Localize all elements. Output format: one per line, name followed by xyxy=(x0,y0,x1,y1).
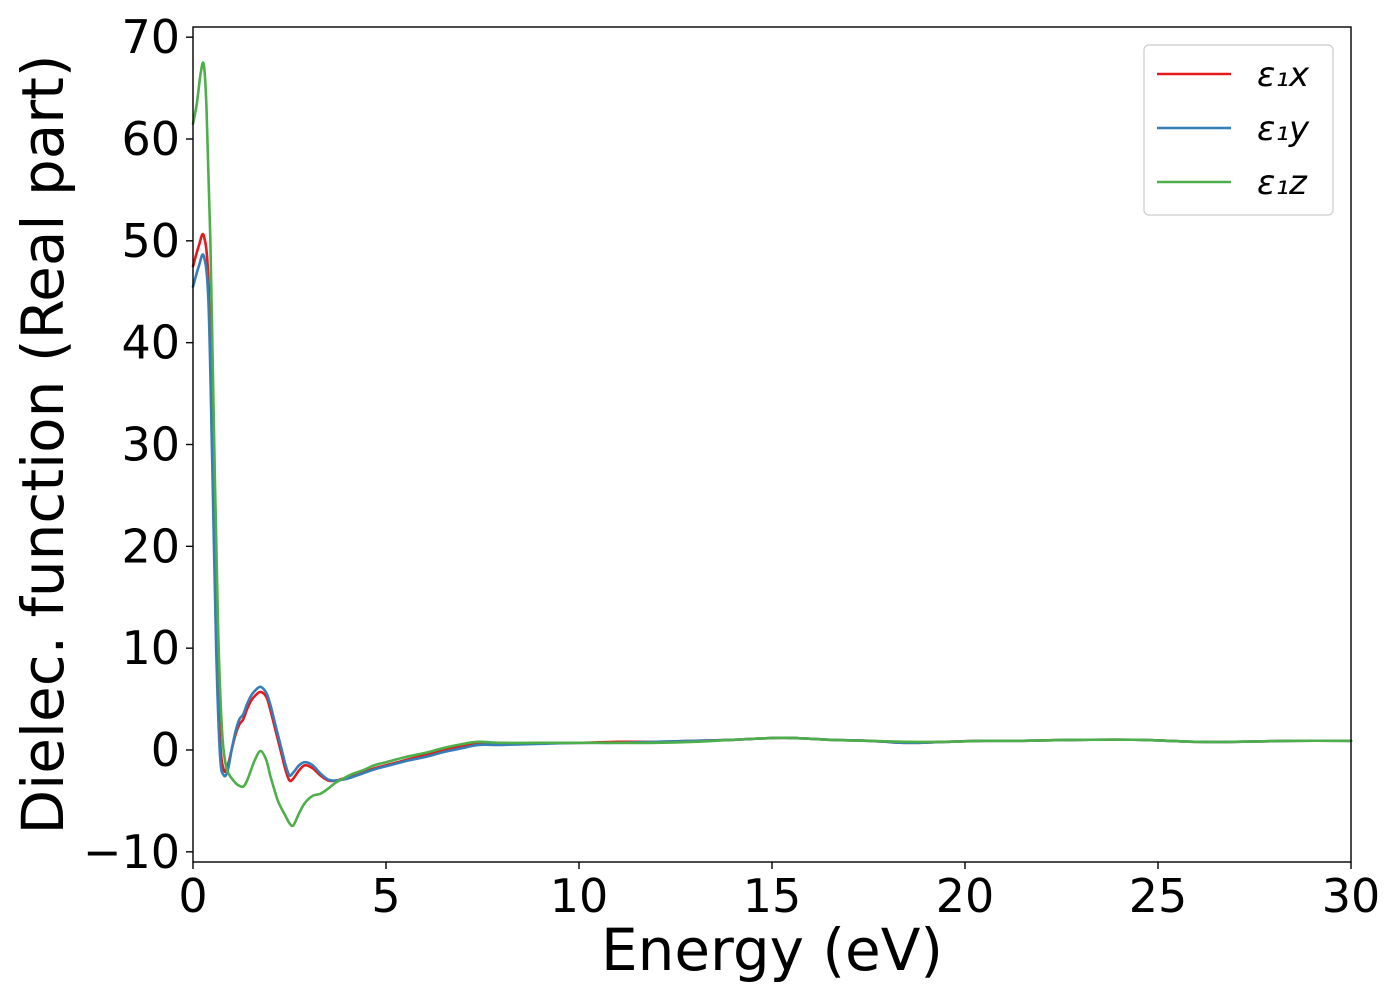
x-axis-label: Energy (eV) xyxy=(601,916,943,984)
x-tick-label: 25 xyxy=(1129,869,1188,923)
x-tick-label: 20 xyxy=(936,869,995,923)
legend-items: ε₁x ε₁y ε₁z xyxy=(1157,55,1310,203)
series-line-1 xyxy=(191,232,1353,783)
legend: ε₁x ε₁y ε₁z xyxy=(1143,44,1334,216)
y-tick-label: 0 xyxy=(151,723,180,777)
x-tick-label: 10 xyxy=(550,869,609,923)
y-tick-label: 10 xyxy=(121,621,180,675)
y-tick-label: 70 xyxy=(121,10,180,64)
legend-label-1: ε₁x xyxy=(1257,55,1310,95)
x-tick-label: 5 xyxy=(371,869,400,923)
y-tick-label: 50 xyxy=(121,214,180,268)
x-tick-label: 30 xyxy=(1322,869,1381,923)
x-tick-label: 15 xyxy=(743,869,802,923)
y-tick-label: 30 xyxy=(121,418,180,472)
series-line-3 xyxy=(191,61,1353,828)
y-axis-label: Dielec. function (Real part) xyxy=(9,54,77,834)
y-tick-label: 60 xyxy=(121,112,180,166)
series-line-2 xyxy=(191,253,1353,782)
y-tick-label: −10 xyxy=(83,825,180,879)
legend-label-3: ε₁z xyxy=(1257,163,1308,203)
x-tick-label: 0 xyxy=(178,869,207,923)
y-tick-label: 20 xyxy=(121,519,180,573)
legend-box xyxy=(1143,44,1334,216)
legend-label-2: ε₁y xyxy=(1257,109,1310,149)
y-tick-label: 40 xyxy=(121,316,180,370)
series-layer xyxy=(191,61,1353,828)
